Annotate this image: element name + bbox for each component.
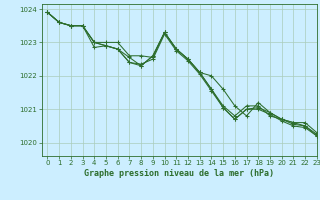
X-axis label: Graphe pression niveau de la mer (hPa): Graphe pression niveau de la mer (hPa)	[84, 169, 274, 178]
